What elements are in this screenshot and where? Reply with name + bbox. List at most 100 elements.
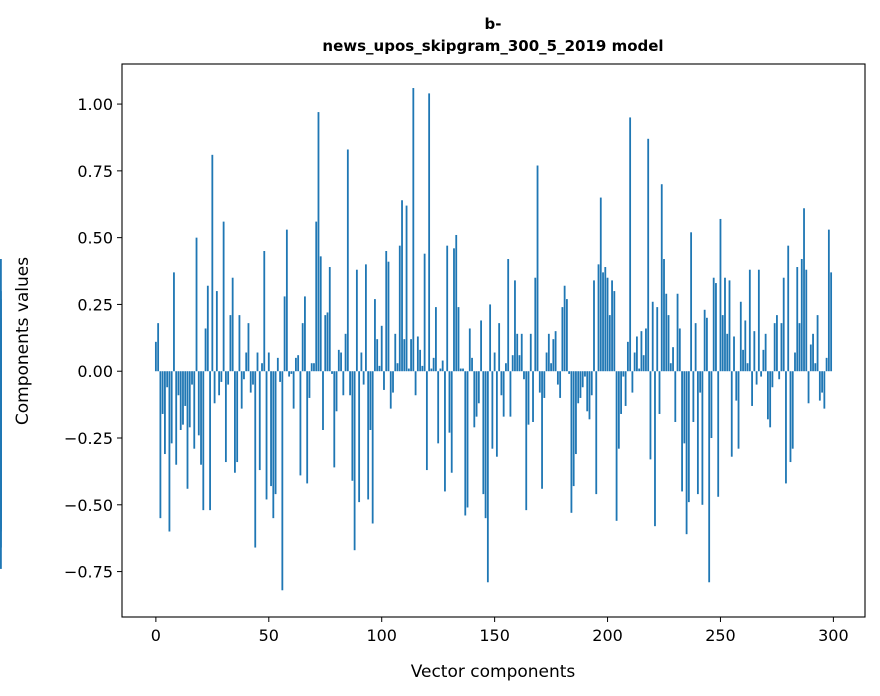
bar: [636, 336, 638, 372]
bar: [525, 371, 528, 511]
bar: [803, 208, 805, 372]
bar: [575, 371, 577, 455]
bar: [717, 371, 720, 497]
bar: [398, 245, 401, 372]
bar: [276, 357, 279, 372]
bar: [385, 251, 388, 372]
bar: [313, 363, 315, 372]
bar: [809, 344, 812, 372]
bar: [715, 283, 717, 372]
bar: [376, 339, 379, 372]
bar: [365, 264, 367, 372]
bar: [283, 296, 286, 372]
chart-title-line-2: news_upos_skipgram_300_5_2019 model: [322, 37, 663, 55]
bar: [559, 371, 562, 398]
bar: [274, 371, 277, 495]
bar: [629, 117, 632, 372]
bar: [342, 371, 345, 396]
bar: [500, 371, 503, 396]
bar: [800, 259, 803, 372]
bar: [175, 371, 178, 465]
bar: [532, 371, 534, 422]
bar-series: [0, 88, 833, 591]
bar: [595, 371, 598, 495]
y-tick-label: 1.00: [77, 95, 113, 114]
bar: [367, 371, 370, 500]
bar: [455, 234, 458, 372]
bar: [703, 309, 706, 372]
bar: [200, 371, 202, 465]
bar: [353, 371, 356, 551]
bar: [602, 272, 604, 372]
bar: [227, 371, 230, 385]
bar: [360, 352, 363, 372]
bar: [579, 371, 582, 398]
bar: [672, 347, 674, 372]
bar: [638, 368, 641, 372]
bar: [231, 277, 234, 372]
bar: [805, 269, 808, 372]
bar: [563, 285, 566, 372]
x-axis-label: Vector components: [411, 662, 576, 682]
bar: [721, 315, 724, 372]
bar: [823, 371, 826, 409]
bar: [416, 336, 419, 372]
bar: [403, 339, 406, 372]
bar: [204, 328, 207, 372]
bar: [617, 371, 620, 449]
bar: [821, 371, 823, 393]
bar: [322, 371, 324, 430]
bar: [529, 333, 532, 372]
bar: [739, 301, 742, 372]
bar: [331, 371, 333, 374]
bar: [545, 352, 548, 372]
bar: [337, 349, 340, 372]
bar: [435, 307, 437, 372]
bar: [188, 371, 191, 428]
plot-frame: [121, 63, 866, 618]
x-tick-label: 200: [592, 626, 623, 645]
bar: [631, 371, 634, 393]
bar: [392, 371, 394, 393]
bar: [358, 371, 361, 503]
bar: [157, 323, 160, 372]
bar: [518, 355, 521, 372]
bar: [202, 371, 205, 511]
y-axis-ticks: −0.75 −0.50 −0.25 0.00 0.25 0.50 0.75 1.00: [64, 95, 122, 582]
bar: [771, 371, 774, 388]
bar: [383, 371, 385, 390]
bar: [306, 371, 309, 484]
bar: [712, 277, 715, 372]
bar: [401, 200, 403, 372]
bar: [536, 165, 539, 372]
bar: [719, 218, 722, 372]
bar: [371, 371, 374, 524]
bar: [778, 371, 781, 380]
bar: [658, 371, 661, 414]
bar: [570, 371, 573, 513]
bar: [394, 333, 397, 372]
bar: [762, 349, 765, 372]
bar: [256, 352, 259, 372]
bar: [477, 371, 480, 404]
bar: [249, 371, 252, 393]
bar: [173, 272, 175, 372]
bar: [495, 371, 498, 457]
bar: [674, 371, 677, 422]
bar: [220, 371, 223, 382]
bar: [552, 339, 555, 372]
bar: [213, 371, 216, 404]
bar: [484, 371, 487, 519]
bar: [622, 371, 625, 377]
x-tick-label: 250: [705, 626, 736, 645]
bar: [690, 232, 693, 372]
y-tick-label: −0.75: [64, 563, 113, 582]
bar: [502, 371, 505, 417]
bar: [168, 371, 171, 532]
bar: [304, 296, 306, 372]
bar: [683, 371, 686, 444]
bar: [191, 371, 193, 385]
bar: [154, 341, 157, 372]
bar: [685, 371, 688, 535]
bar: [816, 315, 819, 372]
